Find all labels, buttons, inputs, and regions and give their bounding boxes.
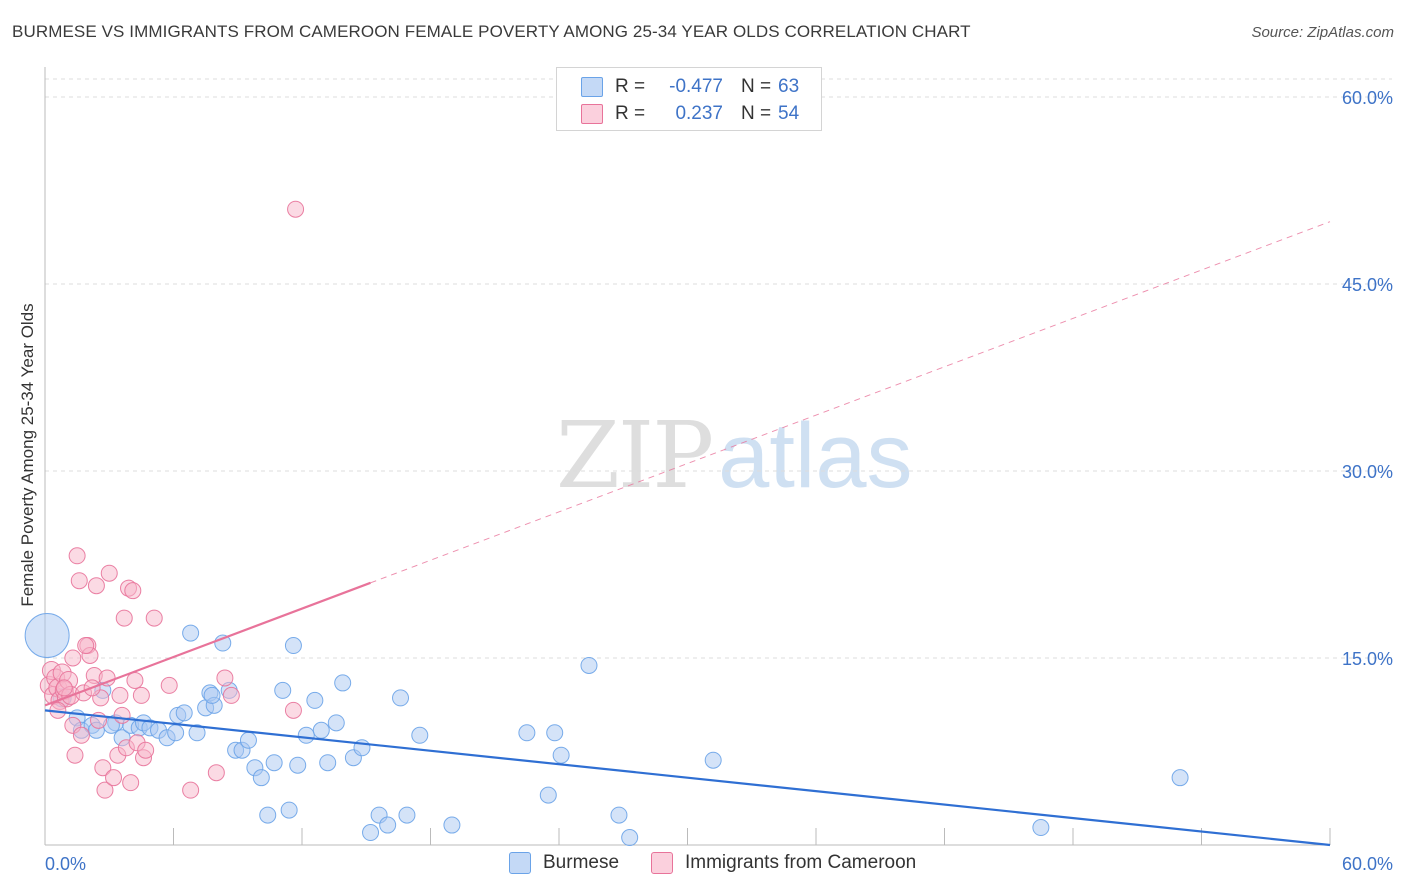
y-tick-label: 30.0% [1342,462,1393,482]
burmese-point [297,726,315,744]
burmese-point [621,829,639,847]
cameroon-point [55,679,73,697]
cameroon-point [113,706,131,724]
burmese-point [239,731,257,749]
series-label-cameroon: Immigrants from Cameroon [685,852,917,873]
cameroon-point [72,726,90,744]
burmese-point [362,824,380,842]
burmese-point [327,714,345,732]
series-label-burmese: Burmese [543,852,620,873]
cameroon-point [160,676,178,694]
burmese-point [203,686,221,704]
legend-swatch-cameroon [581,104,603,124]
cameroon-point [122,774,140,792]
burmese-point [580,656,598,674]
legend-row-cameroon: R = 0.237 N = 54 [581,103,799,125]
burmese-point [24,613,70,659]
burmese-point [252,769,270,787]
cameroon-point [137,741,155,759]
legend-n-value: 63 [778,76,800,97]
cameroon-trend-line [44,581,371,707]
y-tick-label: 45.0% [1342,275,1393,295]
cameroon-point [100,564,118,582]
correlation-legend: R = -0.477 N = 63 R = 0.237 N = 54 [556,67,822,131]
series-legend: Burmese Immigrants from Cameroon [0,852,1406,876]
x-tick-label: 0.0% [45,854,86,874]
legend-r-label: R = [615,76,646,97]
burmese-point [546,724,564,742]
legend-r-label: R = [615,103,646,124]
burmese-point [182,624,200,642]
cameroon-point [77,637,95,655]
x-tick-label: 60.0% [1342,854,1393,874]
legend-n-label: N = [741,103,772,124]
cameroon-point [182,781,200,799]
burmese-point [167,724,185,742]
burmese-point [552,746,570,764]
burmese-point [284,637,302,655]
cameroon-point [126,671,144,689]
cameroon-trend-line-extension [370,221,1331,584]
cameroon-point [284,701,302,719]
burmese-point [398,806,416,824]
legend-r-value: -0.477 [669,76,723,97]
cameroon-point [216,669,234,687]
cameroon-point [105,769,123,787]
burmese-point [392,689,410,707]
cameroon-point [96,781,114,799]
burmese-point [610,806,628,824]
y-tick-label: 15.0% [1342,649,1393,669]
burmese-point [411,726,429,744]
watermark: ZIPatlas [556,402,913,509]
series-swatch-cameroon [651,852,673,874]
legend-r-value: 0.237 [675,103,723,124]
burmese-point [518,724,536,742]
burmese-point [539,786,557,804]
watermark-zip: ZIP [556,402,714,509]
cameroon-point [207,764,225,782]
burmese-point [306,691,324,709]
legend-n-label: N = [741,76,772,97]
burmese-point [704,751,722,769]
burmese-point [188,724,206,742]
burmese-point [274,681,292,699]
cameroon-point [70,572,88,590]
cameroon-point [222,686,240,704]
burmese-point [259,806,277,824]
cameroon-point [145,609,163,627]
legend-row-burmese: R = -0.477 N = 63 [581,76,799,98]
cameroon-point [124,582,142,600]
burmese-point [280,801,298,819]
cameroon-point [64,649,82,667]
series-legend-cameroon: Immigrants from Cameroon [651,852,916,874]
cameroon-point [111,686,129,704]
chart-title: BURMESE VS IMMIGRANTS FROM CAMEROON FEMA… [12,22,971,41]
cameroon-point [87,577,105,595]
burmese-point [319,754,337,772]
cameroon-point [132,686,150,704]
source-attribution: Source: ZipAtlas.com [1251,24,1394,41]
cameroon-point [94,759,112,777]
burmese-point [289,756,307,774]
burmese-point [379,816,397,834]
burmese-point [265,754,283,772]
watermark-atlas: atlas [718,405,913,507]
burmese-trend-line [44,709,1331,847]
cameroon-point [68,547,86,565]
burmese-point [312,721,330,739]
burmese-point [334,674,352,692]
burmese-point [1032,819,1050,837]
burmese-point [443,816,461,834]
burmese-point [175,704,193,722]
burmese-point [1171,769,1189,787]
series-swatch-burmese [509,852,531,874]
y-tick-label: 60.0% [1342,88,1393,108]
cameroon-point [66,746,84,764]
legend-n-value: 54 [778,103,800,124]
cameroon-point [287,200,305,218]
cameroon-point [115,609,133,627]
legend-swatch-burmese [581,77,603,97]
series-legend-burmese: Burmese [509,852,619,874]
